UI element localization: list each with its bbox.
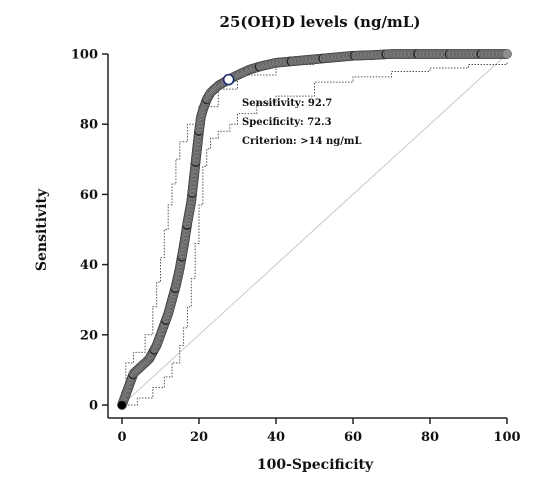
x-axis-ticks: 0 20 40 60 80 100 bbox=[117, 418, 521, 445]
y-tick-label: 0 bbox=[89, 399, 98, 414]
roc-point bbox=[502, 49, 512, 59]
y-tick-label: 100 bbox=[71, 48, 98, 63]
x-tick-label: 80 bbox=[421, 430, 439, 445]
y-axis-label: Sensitivity bbox=[34, 188, 50, 271]
criterion-point-marker bbox=[222, 73, 235, 86]
x-tick-label: 0 bbox=[117, 430, 126, 445]
roc-curve-markers bbox=[117, 49, 512, 410]
y-tick-label: 20 bbox=[80, 328, 98, 343]
y-axis-ticks: 0 20 40 60 80 100 bbox=[71, 48, 108, 414]
plot-area bbox=[117, 49, 512, 410]
y-tick-label: 40 bbox=[80, 258, 98, 273]
diagonal-reference-line bbox=[121, 53, 508, 406]
x-tick-label: 60 bbox=[344, 430, 362, 445]
annotation-sensitivity: Sensitivity: 92.7 bbox=[242, 98, 332, 109]
criterion-annotation: Sensitivity: 92.7 Specificity: 72.3 Crit… bbox=[242, 98, 362, 147]
chart-title: 25(OH)D levels (ng/mL) bbox=[220, 13, 421, 31]
y-tick-label: 80 bbox=[80, 118, 98, 133]
x-tick-label: 20 bbox=[190, 430, 208, 445]
y-tick-label: 60 bbox=[80, 188, 98, 203]
roc-origin-point bbox=[118, 401, 126, 409]
x-tick-label: 100 bbox=[493, 430, 520, 445]
x-axis-label: 100-Specificity bbox=[257, 457, 374, 473]
annotation-criterion: Criterion: >14 ng/mL bbox=[242, 136, 362, 147]
axes: 0 20 40 60 80 100 0 20 40 60 80 100 bbox=[71, 48, 521, 446]
lower-confidence-bound-line bbox=[122, 61, 508, 406]
annotation-specificity: Specificity: 72.3 bbox=[242, 117, 332, 128]
x-tick-label: 40 bbox=[267, 430, 285, 445]
